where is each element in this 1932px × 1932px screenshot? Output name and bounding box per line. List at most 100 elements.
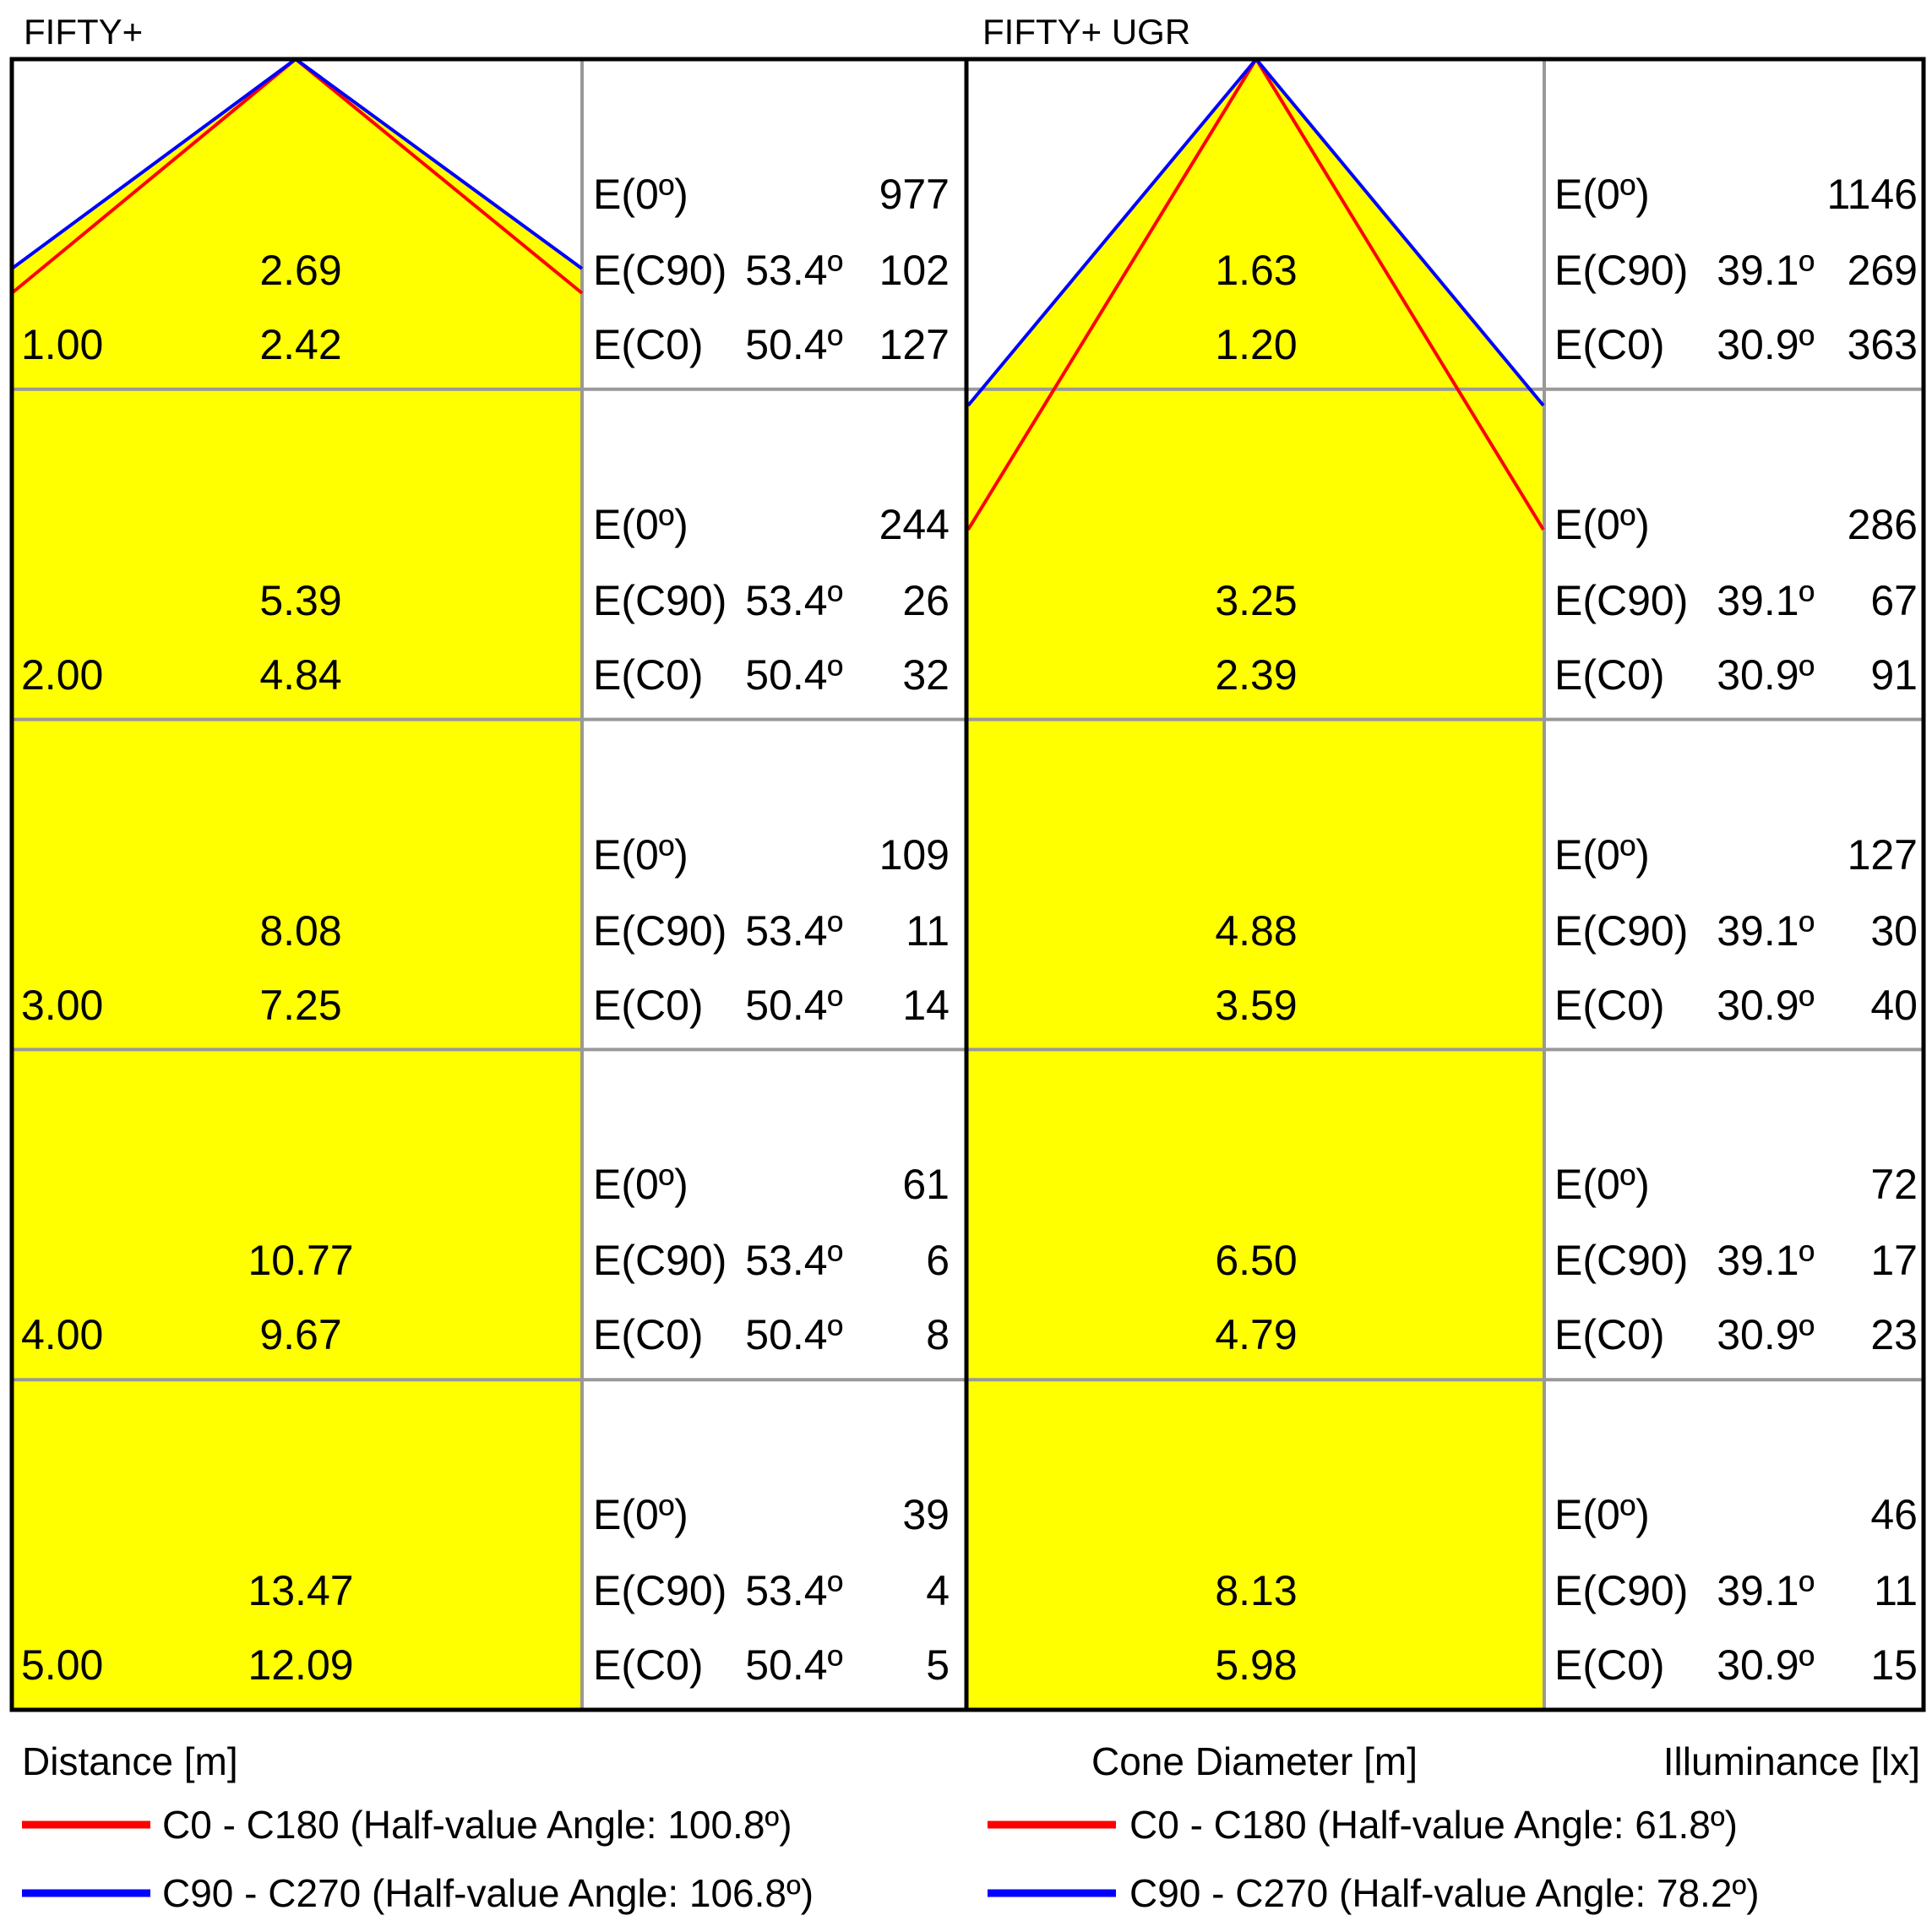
e0-value: 127	[1847, 830, 1918, 879]
cone-diameter-c0: 4.79	[1215, 1311, 1298, 1359]
ec90-angle: 53.4º	[745, 906, 843, 955]
ec90-angle: 39.1º	[1717, 906, 1815, 955]
ec90-label: E(C90)	[1554, 906, 1689, 955]
e0-label: E(0º)	[1554, 171, 1650, 218]
e0-label: E(0º)	[593, 171, 688, 218]
ec90-value: 11	[906, 906, 950, 955]
ec0-angle: 50.4º	[745, 321, 843, 368]
cone-diameter-c0: 2.39	[1215, 650, 1298, 699]
ec0-angle: 30.9º	[1717, 981, 1815, 1029]
distance-label: 3.00	[21, 981, 104, 1029]
cone-diameter-c90: 3.25	[1215, 576, 1298, 624]
cone-diameter-c90: 6.50	[1215, 1237, 1298, 1285]
cone-diameter-c90: 1.63	[1215, 247, 1298, 294]
right-c90-legend-label: C90 - C270 (Half-value Angle: 78.2º)	[1129, 1871, 1760, 1915]
cone-diameter-c90: 4.88	[1215, 906, 1298, 955]
ec0-label: E(C0)	[593, 1641, 704, 1690]
ec90-angle: 53.4º	[745, 247, 843, 294]
ec90-value: 11	[1874, 1567, 1918, 1615]
ec0-label: E(C0)	[1554, 1641, 1665, 1690]
cone-diameter-c0: 3.59	[1215, 981, 1298, 1029]
e0-value: 72	[1870, 1161, 1918, 1209]
ec90-label: E(C90)	[593, 576, 727, 624]
ec90-label: E(C90)	[1554, 576, 1689, 624]
e0-value: 109	[879, 830, 950, 879]
e0-value: 977	[879, 171, 950, 218]
ec0-angle: 30.9º	[1717, 650, 1815, 699]
ec0-label: E(C0)	[1554, 981, 1665, 1029]
ec0-value: 127	[879, 321, 950, 368]
c90-line-swatch	[988, 1889, 1116, 1897]
ec0-label: E(C0)	[1554, 1311, 1665, 1359]
e0-label: E(0º)	[593, 830, 688, 879]
ec90-label: E(C90)	[1554, 1567, 1689, 1615]
ec90-angle: 39.1º	[1717, 1567, 1815, 1615]
distance-caption: Distance [m]	[22, 1739, 238, 1783]
cone-diameter-c90: 10.77	[248, 1237, 354, 1285]
cone-diameter-c90: 5.39	[259, 576, 342, 624]
ec90-label: E(C90)	[593, 1237, 727, 1285]
ec90-value: 67	[1870, 576, 1918, 624]
ec0-label: E(C0)	[1554, 650, 1665, 699]
ec0-value: 32	[902, 650, 950, 699]
ec90-value: 6	[926, 1237, 950, 1285]
ec90-label: E(C90)	[593, 1567, 727, 1615]
right-c0-legend-label: C0 - C180 (Half-value Angle: 61.8º)	[1129, 1803, 1738, 1847]
ec0-value: 363	[1847, 321, 1918, 368]
ec0-value: 14	[902, 981, 950, 1029]
ec0-angle: 30.9º	[1717, 1311, 1815, 1359]
left-cone-fill	[12, 59, 582, 1710]
cone-diameter-c0: 1.20	[1215, 321, 1298, 368]
ec0-angle: 50.4º	[745, 1641, 843, 1690]
cone-diameter-c0: 5.98	[1215, 1641, 1298, 1690]
ec90-angle: 39.1º	[1717, 247, 1815, 294]
e0-value: 39	[902, 1491, 950, 1539]
ec0-label: E(C0)	[593, 981, 704, 1029]
cone-diameter-c0: 9.67	[259, 1311, 342, 1359]
left-c90-legend-label: C90 - C270 (Half-value Angle: 106.8º)	[162, 1871, 814, 1915]
ec90-value: 17	[1870, 1237, 1918, 1285]
c0-line-swatch	[988, 1820, 1116, 1829]
cone-diameter-c90: 8.08	[259, 906, 342, 955]
e0-label: E(0º)	[1554, 500, 1650, 548]
e0-value: 61	[902, 1161, 950, 1209]
ec0-value: 40	[1870, 981, 1918, 1029]
ec0-angle: 50.4º	[745, 650, 843, 699]
ec0-angle: 30.9º	[1717, 321, 1815, 368]
e0-label: E(0º)	[1554, 830, 1650, 879]
cone-diameter-c0: 2.42	[259, 321, 342, 368]
ec0-value: 8	[926, 1311, 950, 1359]
e0-value: 244	[879, 500, 950, 548]
ec90-label: E(C90)	[1554, 1237, 1689, 1285]
ec90-label: E(C90)	[593, 906, 727, 955]
cone-diameter-c90: 8.13	[1215, 1567, 1298, 1615]
ec90-angle: 53.4º	[745, 1567, 843, 1615]
ec90-value: 269	[1847, 247, 1918, 294]
right-cone-fill	[968, 59, 1543, 1710]
ec90-value: 30	[1870, 906, 1918, 955]
ec90-value: 102	[879, 247, 950, 294]
ec90-value: 4	[926, 1567, 950, 1615]
ec90-label: E(C90)	[593, 247, 727, 294]
ec0-label: E(C0)	[1554, 321, 1665, 368]
cone-diameter-c0: 7.25	[259, 981, 342, 1029]
right-diagram-title: FIFTY+ UGR	[982, 12, 1191, 52]
table-borders	[9, 57, 1926, 1712]
ec0-label: E(C0)	[593, 321, 704, 368]
e0-label: E(0º)	[1554, 1161, 1650, 1209]
e0-label: E(0º)	[593, 1161, 688, 1209]
ec0-angle: 30.9º	[1717, 1641, 1815, 1690]
c90-beam-lines	[10, 57, 1545, 407]
cone-diameter-c90: 2.69	[259, 247, 342, 294]
e0-label: E(0º)	[593, 500, 688, 548]
ec90-angle: 39.1º	[1717, 1237, 1815, 1285]
left-diagram-title: FIFTY+	[24, 12, 144, 52]
ec0-value: 15	[1870, 1641, 1918, 1690]
cone-diameter-c90: 13.47	[248, 1567, 354, 1615]
distance-label: 1.00	[21, 321, 104, 368]
cone-diameter-caption: Cone Diameter [m]	[1091, 1739, 1418, 1783]
ec0-label: E(C0)	[593, 1311, 704, 1359]
e0-value: 1146	[1826, 171, 1918, 218]
ec0-angle: 50.4º	[745, 981, 843, 1029]
